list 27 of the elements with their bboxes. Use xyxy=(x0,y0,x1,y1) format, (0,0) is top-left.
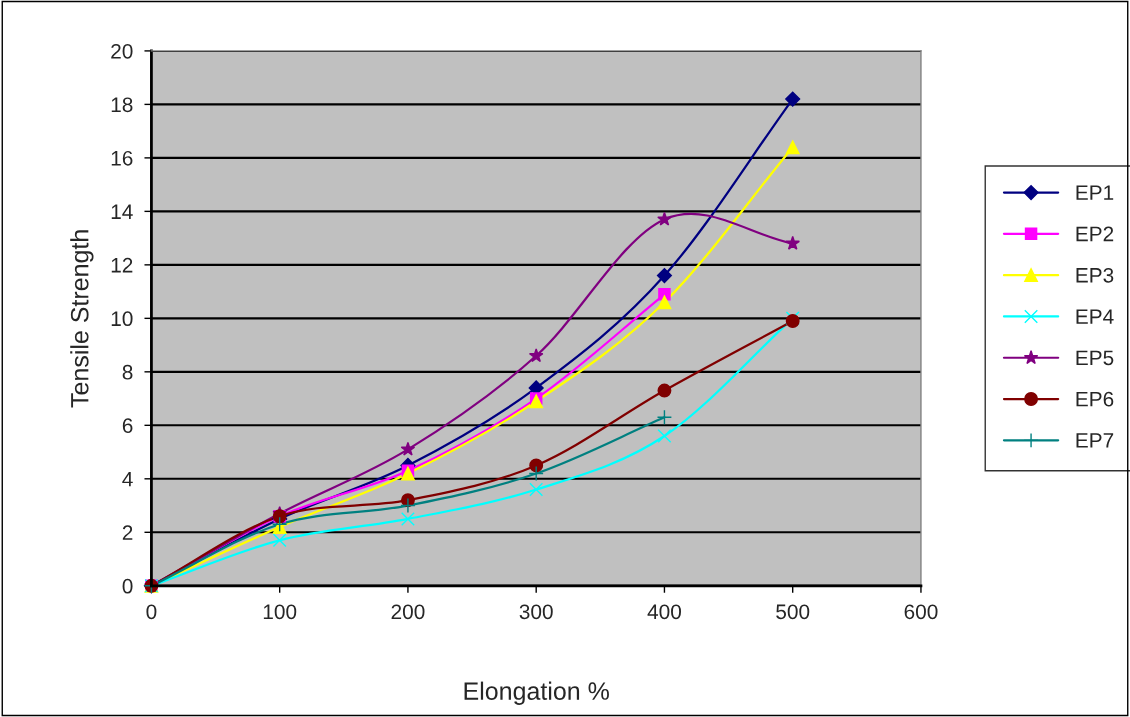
y-tick-label: 20 xyxy=(111,43,133,59)
legend-label: EP2 xyxy=(1076,226,1114,242)
x-tick-label: 100 xyxy=(263,604,297,620)
y-tick-label: 18 xyxy=(111,97,133,113)
y-tick-label: 10 xyxy=(111,311,133,327)
x-tick-label: 500 xyxy=(776,604,810,620)
x-tick-label: 400 xyxy=(647,604,682,620)
y-tick-label: 8 xyxy=(122,364,133,380)
x-axis-title: Elongation % xyxy=(464,681,609,705)
y-tick-label: 4 xyxy=(122,472,133,487)
x-tick-label: 200 xyxy=(391,604,425,620)
y-axis-title: Tensile Strength xyxy=(70,230,94,408)
x-tick-label: 300 xyxy=(519,604,553,620)
legend-label: EP4 xyxy=(1076,309,1114,324)
y-tick-label: 6 xyxy=(122,418,133,434)
y-tick-label: 0 xyxy=(122,578,133,594)
x-tick-label: 600 xyxy=(904,604,938,620)
y-tick-label: 14 xyxy=(111,204,133,219)
legend-label: EP5 xyxy=(1076,350,1114,366)
y-tick-label: 2 xyxy=(122,525,133,540)
legend-label: EP1 xyxy=(1076,185,1114,200)
y-tick-label: 16 xyxy=(111,150,133,166)
legend-label: EP6 xyxy=(1076,391,1114,407)
x-tick-label: 0 xyxy=(146,604,157,620)
legend-label: EP7 xyxy=(1076,433,1114,448)
legend-label: EP3 xyxy=(1076,267,1114,283)
y-tick-label: 12 xyxy=(111,257,133,273)
